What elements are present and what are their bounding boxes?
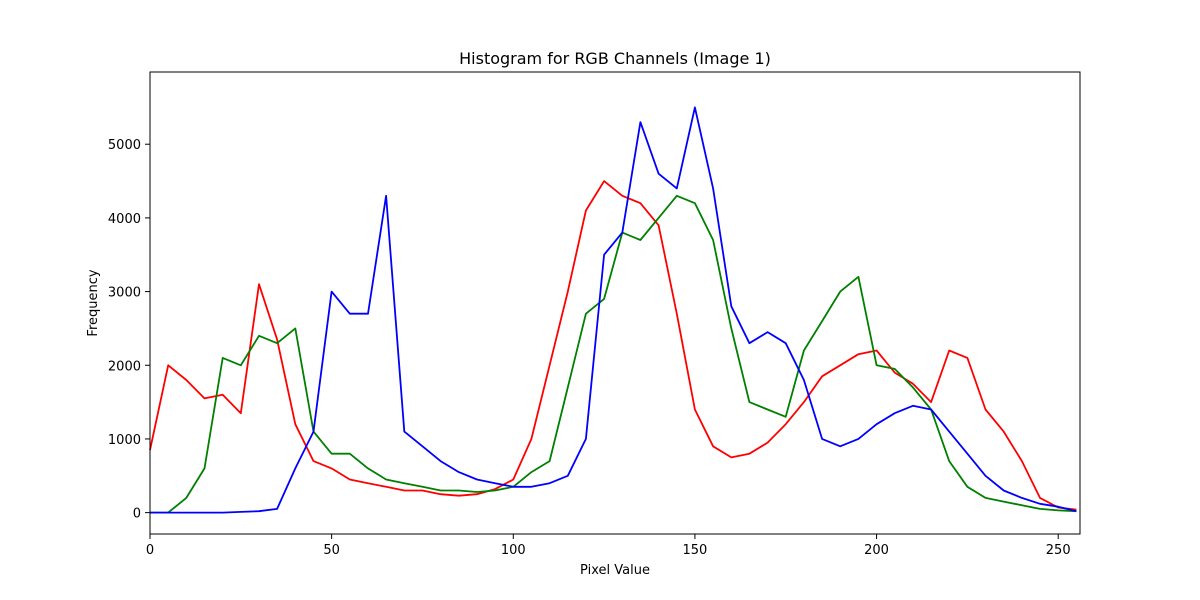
plot-frame: [149, 71, 1081, 535]
y-axis-label: Frequency: [86, 269, 101, 336]
x-axis-ticks: 0 50 100 150 200 250: [146, 534, 1071, 558]
y-tick-label: 0: [133, 507, 141, 522]
x-tick-label: 150: [683, 543, 708, 558]
green-channel-line: [150, 194, 1077, 514]
chart-title: Histogram for RGB Channels (Image 1): [459, 49, 771, 68]
blue-channel-line: [150, 106, 1077, 514]
y-tick-label: 2000: [108, 359, 141, 374]
y-tick-label: 4000: [108, 212, 141, 227]
x-tick-label: 50: [323, 543, 340, 558]
plot-lines: [149, 106, 1077, 514]
y-tick-label: 1000: [108, 433, 141, 448]
y-tick-label: 5000: [108, 138, 141, 153]
x-tick-label: 100: [501, 543, 526, 558]
y-tick-label: 3000: [108, 286, 141, 301]
y-axis-ticks: 0 1000 2000 3000 4000 5000: [108, 138, 150, 522]
x-tick-label: 250: [1046, 543, 1071, 558]
x-tick-label: 0: [146, 543, 154, 558]
x-tick-label: 200: [864, 543, 889, 558]
x-axis-label: Pixel Value: [580, 563, 650, 578]
red-channel-line: [149, 180, 1077, 511]
